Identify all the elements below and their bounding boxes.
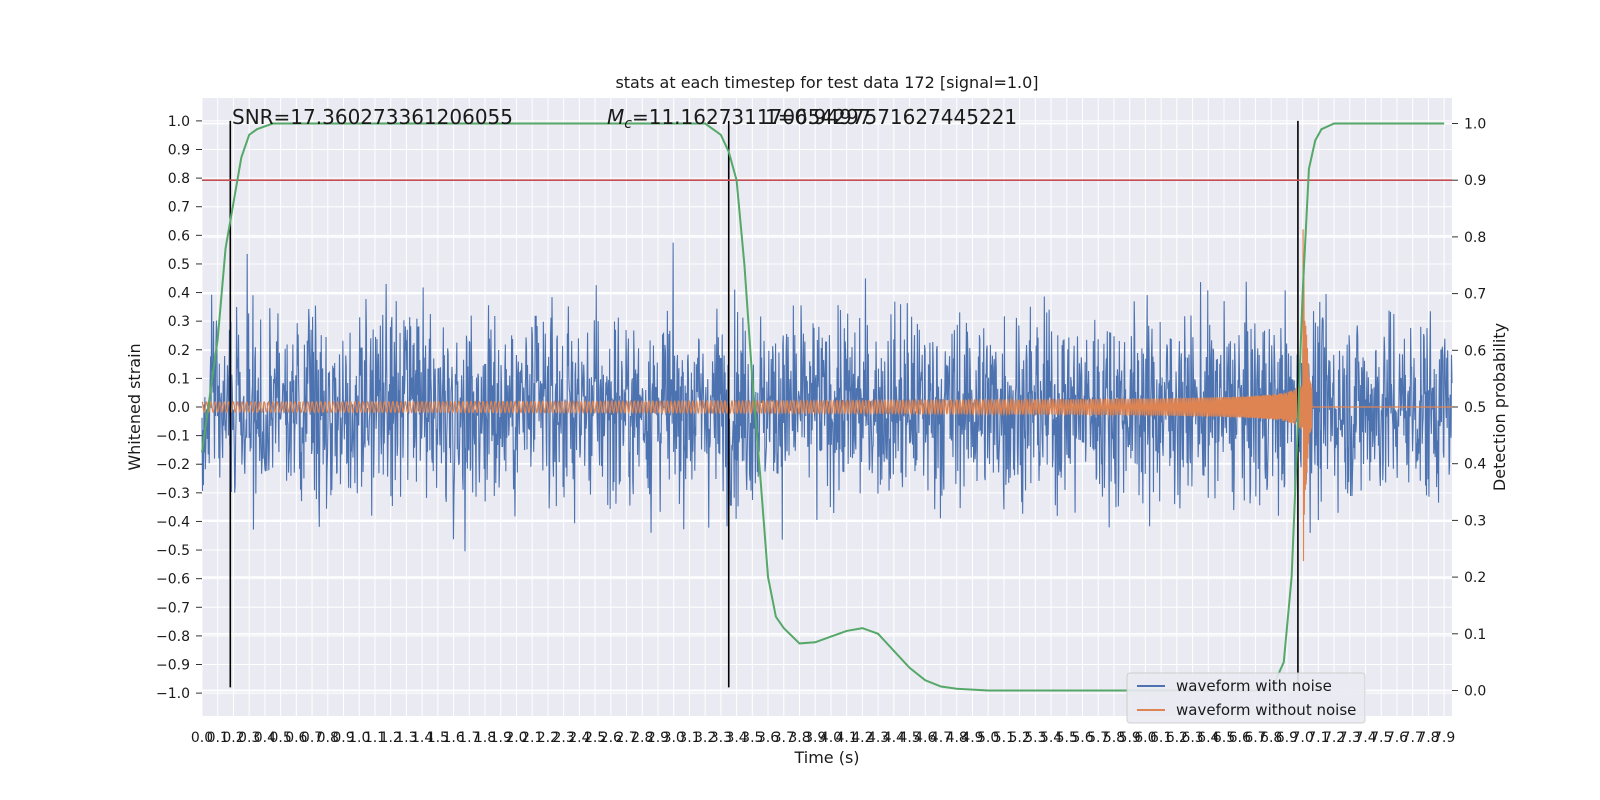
y-tick-label: −1.0 (156, 686, 190, 702)
y-right-tick-label: 0.7 (1464, 287, 1486, 303)
y-tick-label: −0.7 (156, 600, 190, 616)
y-tick-label: −0.2 (156, 457, 190, 473)
y-tick-label: 0.2 (168, 343, 190, 359)
y-tick-label: 0.3 (168, 314, 190, 330)
overlap-annotation: 1=0.9497571627445221 (765, 105, 1017, 129)
chart-title: stats at each timestep for test data 172… (615, 73, 1038, 92)
legend: waveform with noise waveform without noi… (1127, 673, 1365, 723)
y-tick-label: 0.0 (168, 400, 190, 416)
y-tick-label: −0.4 (156, 514, 190, 530)
y-tick-label: −0.9 (156, 658, 190, 674)
y-right-tick-label: 0.5 (1464, 400, 1486, 416)
chirp-mass-symbol: M (607, 105, 624, 129)
y-tick-label: 0.7 (168, 200, 190, 216)
y-right-tick-label: 0.9 (1464, 173, 1486, 189)
y-right-tick-label: 0.8 (1464, 230, 1486, 246)
y-tick-label: −0.3 (156, 486, 190, 502)
y-tick-label: −0.8 (156, 629, 190, 645)
y-right-tick-label: 0.4 (1464, 457, 1486, 473)
y-right-tick-label: 0.3 (1464, 513, 1486, 529)
y-right-tick-labels: 1.0 0.9 0.8 0.7 0.6 0.5 0.4 0.3 0.2 0.1 0.0 (1452, 117, 1486, 700)
snr-annotation: SNR=17.360273361206055 (232, 105, 513, 129)
x-axis-label: Time (s) (793, 748, 859, 767)
legend-label-clean: waveform without noise (1176, 701, 1356, 719)
y-axis-right-label: Detection probability (1490, 323, 1509, 491)
y-tick-label: 0.1 (168, 371, 190, 387)
y-right-tick-label: 0.1 (1464, 627, 1486, 643)
y-tick-label: 0.4 (168, 286, 190, 302)
y-tick-label: 0.6 (168, 228, 190, 244)
x-tick-label: 7.9 (1433, 730, 1455, 746)
y-right-tick-label: 0.6 (1464, 343, 1486, 359)
x-tick-labels: 0.00.10.20.30.40.50.60.70.80.91.01.11.21… (191, 730, 1455, 746)
y-tick-label: 1.0 (168, 114, 190, 130)
y-tick-labels: 1.0 0.9 0.8 0.7 0.6 0.5 0.4 0.3 0.2 0.1 0.0 −0.1 −0.… (156, 114, 202, 702)
y-tick-label: 0.9 (168, 143, 190, 159)
y-right-tick-label: 0.0 (1464, 683, 1486, 699)
y-right-tick-label: 1.0 (1464, 117, 1486, 133)
y-tick-label: 0.5 (168, 257, 190, 273)
y-tick-label: −0.6 (156, 572, 190, 588)
y-tick-label: −0.1 (156, 429, 190, 445)
legend-label-noise: waveform with noise (1176, 677, 1332, 695)
y-axis-label: Whitened strain (125, 343, 144, 470)
y-tick-label: −0.5 (156, 543, 190, 559)
y-right-tick-label: 0.2 (1464, 570, 1486, 586)
y-tick-label: 0.8 (168, 171, 190, 187)
